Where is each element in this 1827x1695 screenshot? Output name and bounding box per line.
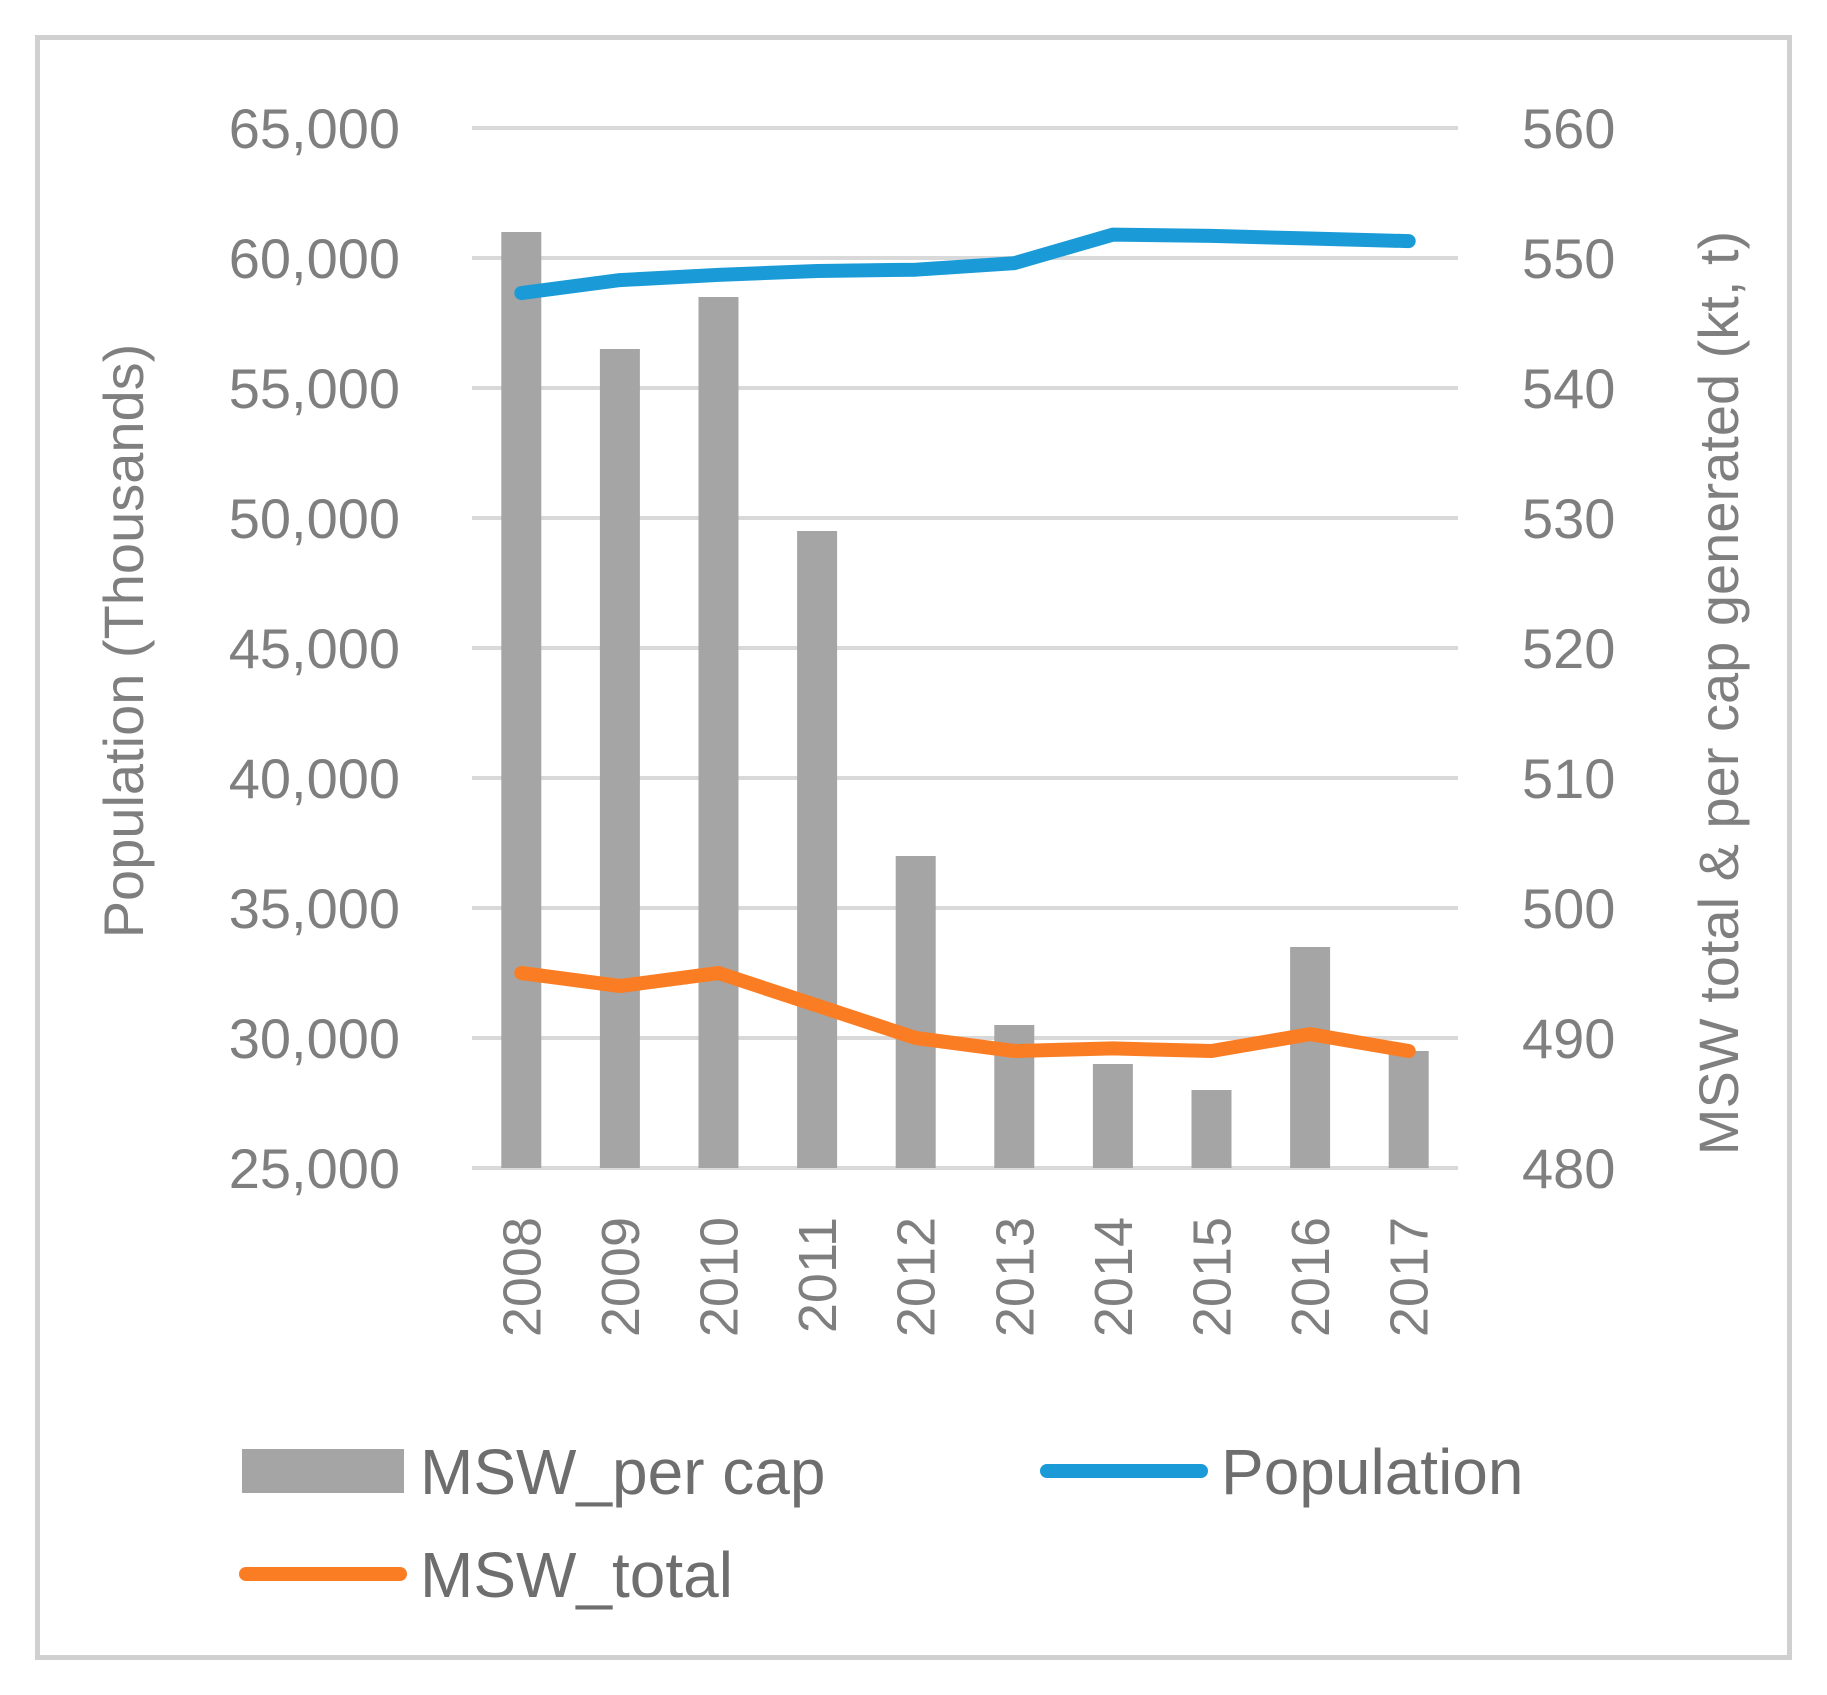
right-tick-label: 510 [1522,747,1615,810]
bar-msw-per-cap [1388,1051,1429,1168]
right-tick-label: 520 [1522,617,1615,680]
left-tick-label: 25,000 [229,1137,400,1200]
right-tick-label: 500 [1522,877,1615,940]
line-msw-total [514,966,1416,1058]
x-tick-label: 2012 [887,1217,947,1337]
left-tick-label: 60,000 [229,227,400,290]
legend-label-population: Population [1221,1436,1523,1508]
right-tick-label: 490 [1522,1007,1615,1070]
bar-msw-per-cap [698,297,739,1168]
bar-msw-per-cap [1290,947,1331,1168]
chart-frame [35,35,1792,1660]
left-axis-title: Population (Thousands) [92,344,155,939]
left-tick-label: 45,000 [229,617,400,680]
x-tick-label: 2009 [591,1217,651,1337]
right-tick-label: 480 [1522,1137,1615,1200]
x-tick-label: 2013 [985,1217,1045,1337]
line-series [514,227,1416,1058]
right-axis-ticks: 560 550 540 530 520 510 500 490 480 [1522,97,1615,1200]
bar-msw-per-cap [1191,1090,1232,1168]
line-population [514,227,1416,301]
left-axis-ticks: 65,000 60,000 55,000 50,000 45,000 40,000 35,0… [229,97,400,1200]
left-tick-label: 40,000 [229,747,400,810]
x-axis-ticks: 2008 2009 2010 2011 2012 2013 2014 2015 2016 2017 [492,1217,1439,1337]
left-tick-label: 55,000 [229,357,400,420]
x-tick-label: 2015 [1183,1217,1243,1337]
x-tick-label: 2008 [492,1217,552,1337]
legend-label-msw-total: MSW_total [420,1539,733,1611]
left-tick-label: 30,000 [229,1007,400,1070]
left-tick-label: 50,000 [229,487,400,550]
right-tick-label: 540 [1522,357,1615,420]
x-tick-label: 2011 [788,1217,848,1333]
right-axis-title: MSW total & per cap generated (kt, t) [1687,231,1750,1155]
bar-msw-per-cap [895,856,936,1168]
bar-series-msw-per-cap [501,232,1429,1168]
left-tick-label: 65,000 [229,97,400,160]
right-tick-label: 530 [1522,487,1615,550]
bar-msw-per-cap [797,531,838,1168]
right-tick-label: 550 [1522,227,1615,290]
x-tick-label: 2014 [1084,1217,1144,1337]
legend-swatch-msw-per-cap [242,1449,404,1493]
bar-msw-per-cap [1092,1064,1133,1168]
right-tick-label: 560 [1522,97,1615,160]
legend-label-msw-per-cap: MSW_per cap [420,1436,825,1508]
left-tick-label: 35,000 [229,877,400,940]
legend: MSW_per cap Population MSW_total [239,1436,1523,1611]
x-tick-label: 2016 [1281,1217,1341,1337]
x-tick-label: 2017 [1380,1217,1440,1337]
bar-msw-per-cap [501,232,542,1168]
bar-msw-per-cap [599,349,640,1168]
x-tick-label: 2010 [690,1217,750,1337]
